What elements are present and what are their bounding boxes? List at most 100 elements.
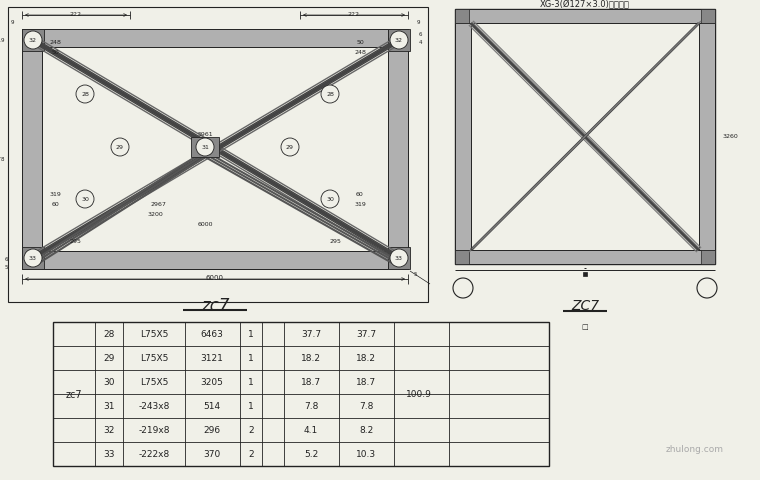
Text: -219x8: -219x8	[138, 426, 169, 434]
Bar	[388, 30, 408, 269]
Circle shape	[453, 278, 473, 299]
Text: 18.2: 18.2	[356, 354, 376, 363]
Bar	[191, 138, 219, 157]
Text: 178: 178	[0, 157, 5, 162]
Text: 18.7: 18.7	[301, 378, 321, 387]
Text: 6463: 6463	[201, 330, 223, 339]
Bar	[455, 10, 715, 264]
Text: 6000: 6000	[198, 222, 213, 227]
Bar	[701, 10, 715, 24]
Text: 60: 60	[51, 202, 59, 207]
Text: 5.2: 5.2	[304, 450, 318, 458]
Text: 28: 28	[326, 92, 334, 97]
Circle shape	[196, 139, 214, 156]
Text: 5: 5	[5, 265, 8, 270]
Text: 1: 1	[248, 330, 254, 339]
Bar	[22, 30, 408, 48]
Circle shape	[76, 191, 94, 209]
Bar	[455, 10, 471, 264]
Text: 3205: 3205	[201, 378, 223, 387]
Bar	[583, 273, 587, 276]
Bar	[699, 10, 715, 264]
Text: 18.7: 18.7	[356, 378, 376, 387]
Bar	[455, 251, 715, 264]
Text: 296: 296	[204, 426, 220, 434]
Text: 295: 295	[329, 239, 341, 244]
Text: 9: 9	[10, 20, 14, 24]
Text: 3200: 3200	[147, 212, 163, 217]
Circle shape	[281, 139, 299, 156]
Text: 50: 50	[356, 40, 364, 46]
Text: 3121: 3121	[201, 354, 223, 363]
Text: 222: 222	[70, 12, 82, 16]
Text: 28: 28	[103, 330, 115, 339]
Text: 4: 4	[418, 39, 422, 45]
Text: 30: 30	[81, 197, 89, 202]
Bar	[22, 30, 44, 52]
Circle shape	[390, 250, 408, 267]
Text: 6: 6	[418, 33, 422, 37]
Text: L75X5: L75X5	[140, 354, 168, 363]
Text: 8.2: 8.2	[359, 426, 373, 434]
Text: 9: 9	[416, 20, 420, 24]
Text: 2: 2	[249, 426, 254, 434]
Text: 6000: 6000	[206, 275, 224, 280]
Bar	[22, 248, 44, 269]
Text: 6: 6	[5, 257, 8, 262]
Text: L75X5: L75X5	[140, 330, 168, 339]
Text: 31: 31	[103, 402, 115, 411]
Text: 32: 32	[29, 38, 37, 43]
Text: 248: 248	[354, 50, 366, 55]
Circle shape	[76, 86, 94, 104]
Text: 7.8: 7.8	[304, 402, 318, 411]
Text: ZC7: ZC7	[571, 299, 599, 312]
Bar	[22, 252, 408, 269]
Circle shape	[24, 250, 42, 267]
Text: -243x8: -243x8	[138, 402, 169, 411]
Text: 370: 370	[204, 450, 220, 458]
Bar	[8, 8, 428, 302]
Text: 4.1: 4.1	[304, 426, 318, 434]
Text: 60: 60	[356, 192, 364, 197]
Text: 248: 248	[49, 40, 61, 46]
Text: 514: 514	[204, 402, 220, 411]
Text: 319: 319	[49, 192, 61, 197]
Text: 5: 5	[413, 272, 416, 277]
Text: 100.9: 100.9	[406, 390, 432, 399]
Text: 33: 33	[395, 256, 403, 261]
Text: 2967: 2967	[150, 202, 166, 207]
Text: 319: 319	[354, 202, 366, 207]
Text: 219: 219	[0, 37, 5, 42]
Text: zc7: zc7	[65, 389, 82, 399]
Circle shape	[321, 191, 339, 209]
Text: 5961: 5961	[197, 132, 213, 137]
Text: 32: 32	[103, 426, 115, 434]
Text: 10.3: 10.3	[356, 450, 376, 458]
Text: 29: 29	[103, 354, 115, 363]
Circle shape	[697, 278, 717, 299]
Bar	[701, 251, 715, 264]
Text: 30: 30	[326, 197, 334, 202]
Circle shape	[390, 32, 408, 50]
Text: 3260: 3260	[723, 134, 739, 139]
Bar	[388, 248, 410, 269]
Text: zc7: zc7	[201, 296, 230, 314]
Bar	[53, 323, 549, 466]
Text: -222x8: -222x8	[138, 450, 169, 458]
Text: 37.7: 37.7	[356, 330, 376, 339]
Text: 30: 30	[103, 378, 115, 387]
Circle shape	[111, 139, 129, 156]
Text: 28: 28	[81, 92, 89, 97]
Text: XG-3(Ø127×3.0)策德兴入: XG-3(Ø127×3.0)策德兴入	[540, 0, 630, 9]
Text: 32: 32	[395, 38, 403, 43]
Text: 29: 29	[116, 145, 124, 150]
Text: L75X5: L75X5	[140, 378, 168, 387]
Bar	[455, 10, 469, 24]
Circle shape	[24, 32, 42, 50]
Text: 33: 33	[103, 450, 115, 458]
Text: 33: 33	[29, 256, 37, 261]
Text: zhulong.com: zhulong.com	[666, 444, 724, 454]
Text: 7.8: 7.8	[359, 402, 373, 411]
Circle shape	[321, 86, 339, 104]
Text: 1: 1	[248, 402, 254, 411]
